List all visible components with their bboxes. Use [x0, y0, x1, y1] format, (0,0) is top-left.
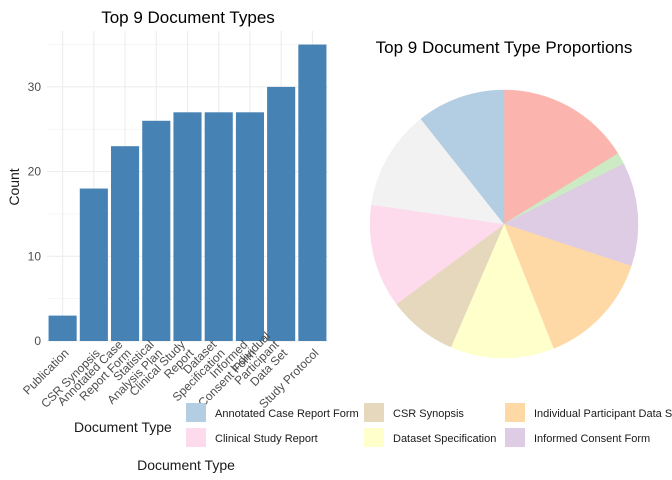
pie-chart-title: Top 9 Document Type Proportions — [376, 38, 633, 57]
legend-swatch — [186, 428, 206, 447]
pie-chart-legend: Document Type Annotated Case Report Form… — [74, 403, 672, 447]
pie-slice — [371, 118, 505, 225]
bar-chart: Top 9 Document Types 0 10 20 30 Publication… — [6, 8, 328, 473]
legend-label: Informed Consent Form — [534, 433, 650, 445]
legend-label: CSR Synopsis — [393, 408, 464, 420]
pie-slice — [420, 89, 505, 225]
bar — [267, 86, 296, 341]
pie-slice — [503, 223, 632, 349]
legend-items: Annotated Case Report Form CSR Synopsis In… — [186, 403, 672, 447]
bar — [235, 112, 264, 341]
bar — [48, 315, 77, 341]
legend-swatch — [505, 403, 525, 422]
legend-swatch — [364, 428, 384, 447]
y-tick-label: 20 — [28, 165, 42, 179]
bar-chart-y-axis-title: Count — [6, 168, 22, 205]
legend-label: Clinical Study Report — [215, 433, 318, 445]
bar — [142, 120, 171, 341]
bar-chart-bars — [48, 44, 327, 342]
y-tick-label: 30 — [28, 80, 42, 94]
bar-chart-x-axis-title: Document Type — [137, 457, 235, 473]
legend-swatch — [364, 403, 384, 422]
legend-label: Dataset Specification — [393, 433, 496, 445]
pie-slice — [503, 89, 619, 225]
legend-label: Individual Participant Data Set — [534, 408, 672, 420]
bar — [79, 188, 108, 341]
pie-chart: Top 9 Document Type Proportions — [369, 38, 639, 359]
bar — [298, 44, 327, 342]
pie-chart-slices — [369, 89, 639, 359]
bar — [111, 146, 140, 341]
pie-slice — [450, 223, 554, 359]
legend-swatch — [186, 403, 206, 422]
bar — [204, 112, 233, 341]
legend-label: Annotated Case Report Form — [215, 408, 359, 420]
pie-slice — [503, 163, 639, 267]
pie-slice — [369, 204, 505, 305]
bar-chart-y-ticks: 0 10 20 30 — [28, 80, 42, 348]
y-tick-label: 10 — [28, 249, 42, 263]
legend-title: Document Type — [74, 419, 172, 435]
bar-chart-title: Top 9 Document Types — [101, 8, 275, 27]
legend-swatch — [505, 428, 525, 447]
y-tick-label: 0 — [34, 334, 41, 348]
bar — [173, 112, 202, 341]
